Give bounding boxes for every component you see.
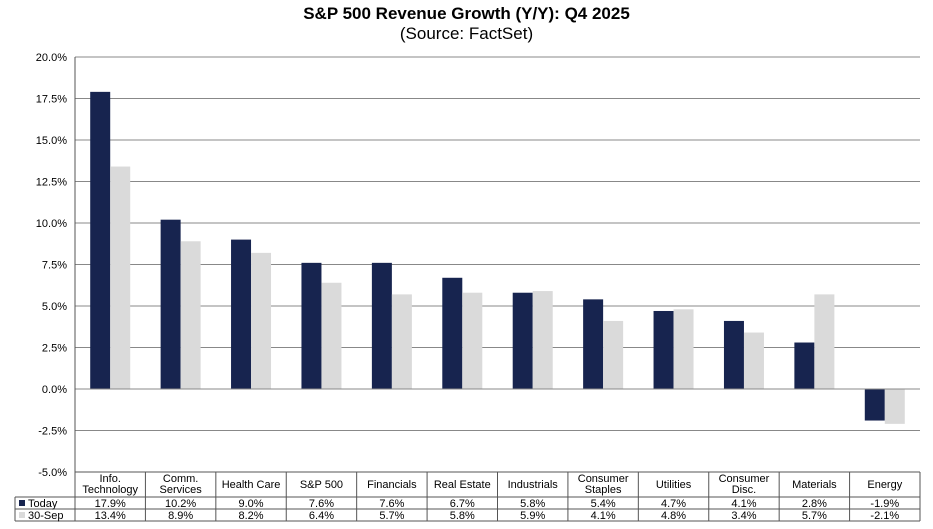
bar-30-sep — [884, 389, 905, 424]
data-label: -1.9% — [870, 498, 899, 510]
legend-label: 30-Sep — [28, 510, 63, 522]
data-label: 10.2% — [165, 498, 196, 510]
bar-today — [583, 299, 604, 389]
data-label: 4.7% — [661, 498, 686, 510]
bar-today — [512, 292, 533, 389]
data-label: 8.9% — [168, 510, 193, 522]
y-tick-label: 10.0% — [36, 218, 67, 230]
bar-today — [794, 342, 815, 389]
chart-subtitle: (Source: FactSet) — [399, 24, 534, 43]
bar-30-sep — [321, 282, 342, 389]
data-label: 6.7% — [450, 498, 475, 510]
data-label: 5.7% — [802, 510, 827, 522]
category-label: Energy — [867, 479, 902, 491]
bar-today — [90, 91, 111, 390]
y-tick-label: 17.5% — [36, 94, 67, 106]
data-label: 9.0% — [239, 498, 264, 510]
category-label: S&P 500 — [300, 479, 343, 491]
category-label: Info. — [100, 473, 121, 485]
legend-label: Today — [28, 498, 58, 510]
y-tick-label: 7.5% — [42, 260, 67, 272]
category-label: Consumer — [578, 473, 629, 485]
data-label: 8.2% — [239, 510, 264, 522]
data-label: 4.1% — [591, 510, 616, 522]
category-label: Comm. — [163, 473, 198, 485]
legend-key-30-sep — [19, 512, 25, 518]
bar-30-sep — [462, 292, 483, 389]
data-label: 2.8% — [802, 498, 827, 510]
y-tick-label: 15.0% — [36, 135, 67, 147]
bar-30-sep — [110, 166, 131, 389]
bar-today — [301, 262, 322, 389]
data-label: 3.4% — [731, 510, 756, 522]
bar-30-sep — [251, 252, 272, 389]
data-label: 17.9% — [95, 498, 126, 510]
bar-30-sep — [743, 332, 764, 389]
category-label: Materials — [792, 479, 837, 491]
category-label: Consumer — [719, 473, 770, 485]
data-label: 5.7% — [379, 510, 404, 522]
bar-today — [231, 239, 252, 389]
category-label: Technology — [82, 484, 138, 496]
bar-today — [442, 277, 463, 389]
data-label: 4.1% — [731, 498, 756, 510]
y-tick-label: 0.0% — [42, 384, 67, 396]
data-label: -2.1% — [870, 510, 899, 522]
category-label: Disc. — [732, 484, 756, 496]
data-label: 4.8% — [661, 510, 686, 522]
data-label: 5.8% — [450, 510, 475, 522]
category-label: Industrials — [508, 479, 559, 491]
category-label: Health Care — [222, 479, 281, 491]
y-tick-label: -2.5% — [38, 426, 67, 438]
category-label: Real Estate — [434, 479, 491, 491]
category-label: Services — [160, 484, 203, 496]
y-tick-label: 12.5% — [36, 177, 67, 189]
legend-key-today — [19, 500, 25, 506]
bar-30-sep — [814, 294, 835, 389]
bar-today — [653, 310, 674, 389]
chart-title: S&P 500 Revenue Growth (Y/Y): Q4 2025 — [303, 4, 630, 23]
bar-30-sep — [180, 241, 201, 389]
bar-today — [723, 320, 744, 389]
data-label: 7.6% — [379, 498, 404, 510]
y-tick-label: 5.0% — [42, 301, 67, 313]
y-tick-label: -5.0% — [38, 467, 67, 479]
bar-30-sep — [603, 320, 624, 389]
data-label: 5.4% — [591, 498, 616, 510]
data-label: 5.8% — [520, 498, 545, 510]
y-tick-label: 2.5% — [42, 343, 67, 355]
category-label: Financials — [367, 479, 417, 491]
bar-today — [371, 262, 392, 389]
y-tick-label: 20.0% — [36, 52, 67, 64]
category-label: Utilities — [656, 479, 692, 491]
data-label: 13.4% — [95, 510, 126, 522]
data-label: 7.6% — [309, 498, 334, 510]
bar-30-sep — [673, 309, 694, 389]
bar-today — [864, 389, 885, 421]
data-label: 6.4% — [309, 510, 334, 522]
category-label: Staples — [585, 484, 622, 496]
bar-30-sep — [391, 294, 412, 389]
bar-today — [160, 219, 181, 389]
bar-30-sep — [532, 291, 553, 389]
data-label: 5.9% — [520, 510, 545, 522]
